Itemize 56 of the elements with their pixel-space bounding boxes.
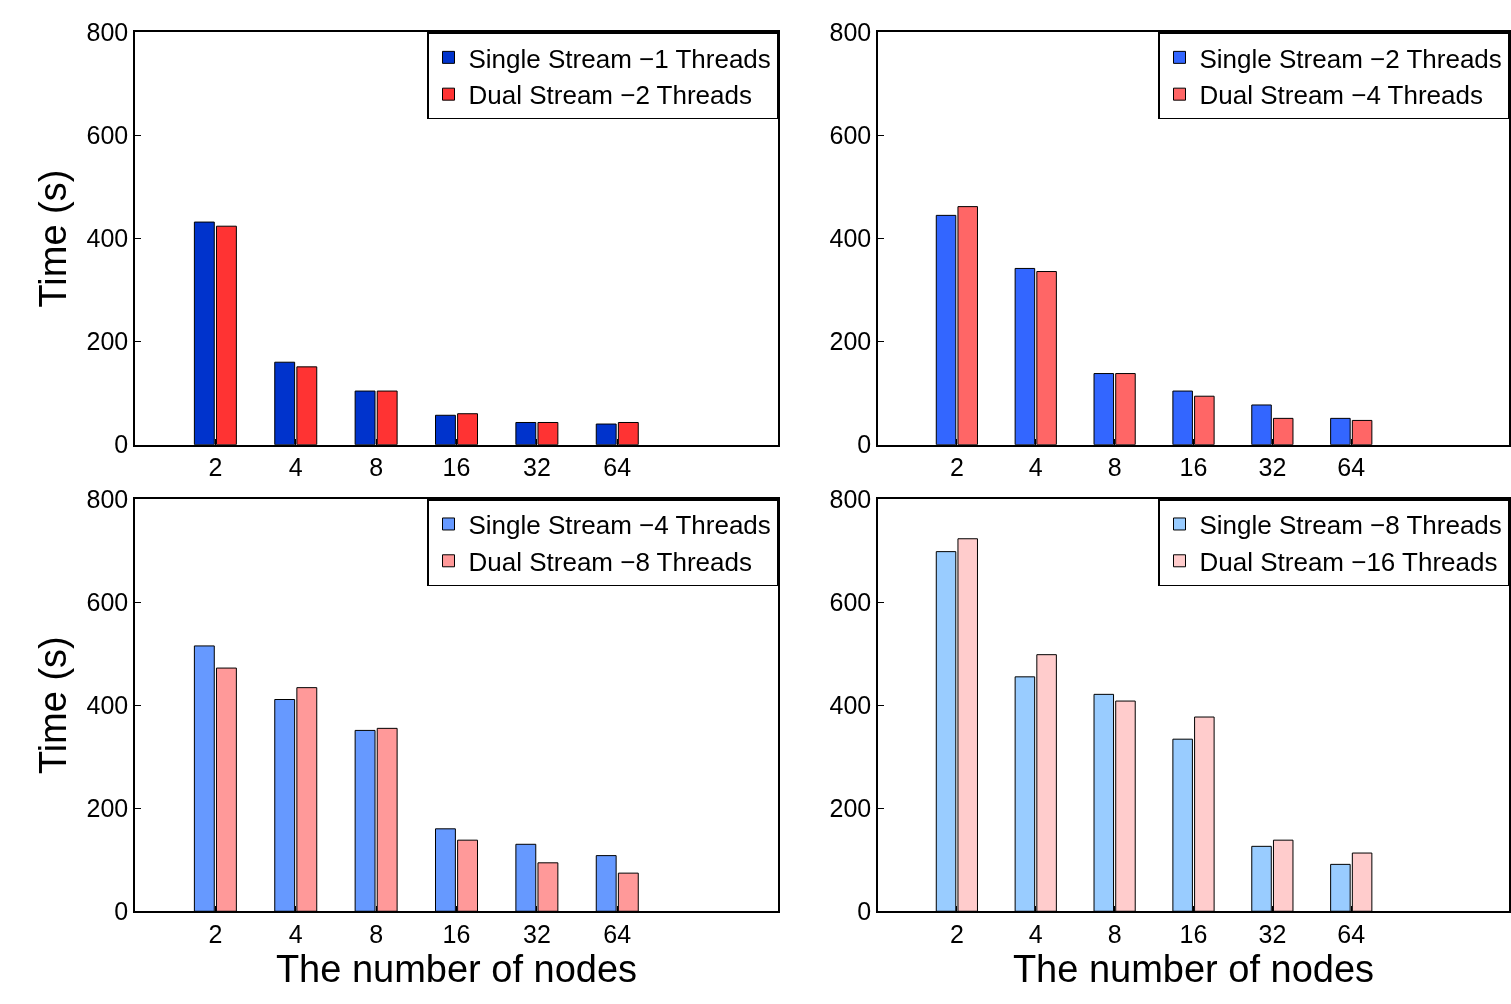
y-tick-label: 0 bbox=[857, 430, 872, 459]
x-tick-label: 4 bbox=[288, 453, 303, 482]
y-tick-label: 400 bbox=[86, 690, 129, 719]
legend-label: Dual Stream −2 Threads bbox=[468, 80, 752, 111]
y-tick-label: 0 bbox=[114, 430, 129, 459]
x-tick-label: 8 bbox=[1107, 920, 1122, 949]
y-tick-label: 800 bbox=[86, 484, 129, 513]
legend-label: Single Stream −8 Threads bbox=[1199, 510, 1502, 541]
x-tick-label: 4 bbox=[288, 920, 303, 949]
y-tick-label: 800 bbox=[829, 18, 872, 47]
x-tick-label: 16 bbox=[1179, 920, 1208, 949]
y-axis-title: Time (s) bbox=[32, 169, 75, 308]
y-tick-label: 400 bbox=[829, 224, 872, 253]
legend-label: Dual Stream −4 Threads bbox=[1199, 80, 1483, 111]
x-tick-label: 2 bbox=[949, 920, 964, 949]
legend-label: Dual Stream −8 Threads bbox=[468, 546, 752, 577]
x-tick-label: 2 bbox=[208, 920, 223, 949]
legend-label: Single Stream −1 Threads bbox=[468, 43, 771, 74]
x-tick-label: 2 bbox=[949, 453, 964, 482]
y-tick-label: 0 bbox=[857, 897, 872, 926]
y-tick-label: 600 bbox=[829, 121, 872, 150]
x-tick-label: 64 bbox=[1337, 920, 1366, 949]
y-axis-title: Time (s) bbox=[32, 636, 75, 775]
x-tick-label: 8 bbox=[369, 920, 384, 949]
y-tick-label: 200 bbox=[829, 327, 872, 356]
y-tick-label: 200 bbox=[86, 793, 129, 822]
x-tick-label: 8 bbox=[369, 453, 384, 482]
y-tick-label: 600 bbox=[86, 121, 129, 150]
y-tick-label: 200 bbox=[829, 793, 872, 822]
x-tick-label: 64 bbox=[603, 453, 632, 482]
x-tick-label: 4 bbox=[1028, 920, 1043, 949]
x-tick-label: 8 bbox=[1107, 453, 1122, 482]
x-tick-label: 64 bbox=[1337, 453, 1366, 482]
x-axis-title: The number of nodes bbox=[1012, 948, 1375, 991]
x-tick-label: 64 bbox=[603, 920, 632, 949]
x-tick-label: 2 bbox=[208, 453, 223, 482]
x-axis-title: The number of nodes bbox=[275, 948, 638, 991]
y-tick-label: 800 bbox=[829, 484, 872, 513]
x-tick-label: 32 bbox=[522, 920, 551, 949]
x-tick-label: 4 bbox=[1028, 453, 1043, 482]
y-tick-label: 400 bbox=[829, 690, 872, 719]
x-tick-label: 32 bbox=[522, 453, 551, 482]
y-tick-label: 400 bbox=[86, 224, 129, 253]
legend-label: Dual Stream −16 Threads bbox=[1199, 546, 1498, 577]
x-tick-label: 16 bbox=[1179, 453, 1208, 482]
y-tick-label: 600 bbox=[829, 587, 872, 616]
x-tick-label: 16 bbox=[442, 453, 471, 482]
x-tick-label: 16 bbox=[442, 920, 471, 949]
y-tick-label: 600 bbox=[86, 587, 129, 616]
x-tick-label: 32 bbox=[1258, 920, 1287, 949]
y-tick-label: 0 bbox=[114, 897, 129, 926]
y-tick-label: 800 bbox=[86, 18, 129, 47]
x-tick-label: 32 bbox=[1258, 453, 1287, 482]
y-tick-label: 200 bbox=[86, 327, 129, 356]
legend-label: Single Stream −4 Threads bbox=[468, 510, 771, 541]
legend-label: Single Stream −2 Threads bbox=[1199, 43, 1502, 74]
